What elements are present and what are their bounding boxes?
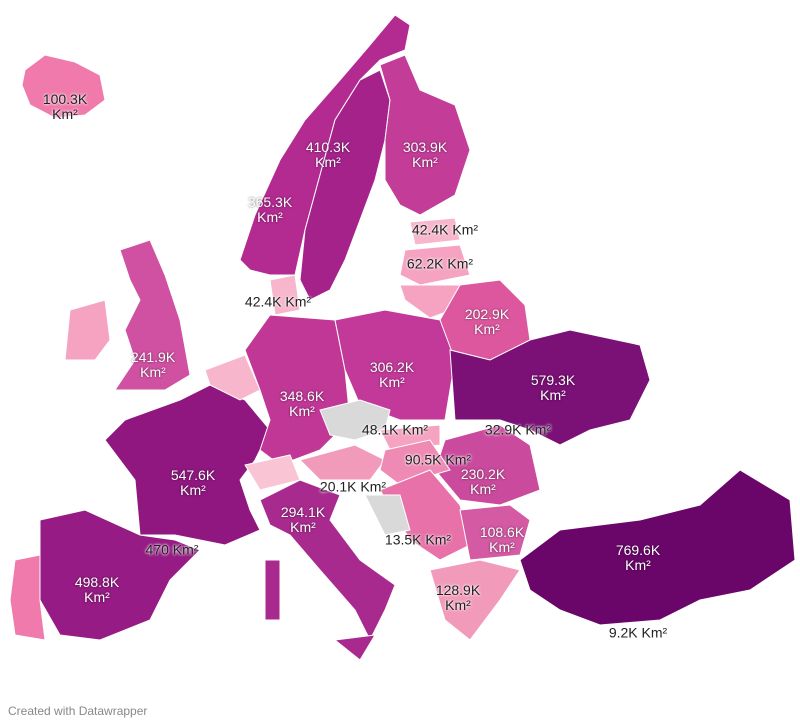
bulgaria [459,504,531,561]
area-label: 202.9K Km² [464,306,510,337]
austria [299,444,386,481]
area-label: 241.9K Km² [130,349,176,380]
area-label: 230.2K Km² [460,466,506,497]
area-label: 48.1K Km² [361,421,429,438]
area-label: 306.2K Km² [369,359,415,390]
area-label: 9.2K Km² [608,624,668,641]
denmark [269,274,301,316]
norway [239,14,411,276]
area-label: 348.6K Km² [279,388,325,419]
uk [114,239,191,391]
area-label: 303.9K Km² [402,139,448,170]
area-label: 20.1K Km² [319,478,387,495]
area-label: 579.3K Km² [530,372,576,403]
italy [259,479,396,642]
area-label: 42.4K Km² [411,221,479,238]
footer: Created with Datawrapper [8,704,148,718]
ireland [64,299,111,361]
map [9,14,796,661]
sicily [333,634,376,661]
turkey [519,469,796,626]
area-label: 108.6K Km² [479,524,525,555]
germany [244,314,351,466]
area-label: 90.5K Km² [404,451,472,468]
greece [429,559,521,641]
latvia [399,244,471,286]
finland [379,54,471,216]
area-label: 62.2K Km² [406,255,474,272]
area-label: 128.9K Km² [435,582,481,613]
portugal [9,554,46,641]
ukraine [449,329,651,446]
area-label: 470 Km² [145,541,199,558]
sardinia [264,559,281,621]
area-label: 42.4K Km² [244,293,312,310]
area-label: 13.5K Km² [384,531,452,548]
area-label: 498.8K Km² [74,574,120,605]
area-label: 547.6K Km² [170,467,216,498]
benelux [204,354,261,401]
area-label: 410.3K Km² [305,139,351,170]
romania [434,424,541,506]
poland [334,309,456,421]
area-label: 32.9K Km² [484,421,552,438]
iceland [21,54,106,119]
area-label: 294.1K Km² [280,504,326,535]
bosnia [364,494,411,536]
estonia [409,217,461,246]
area-label: 769.6K Km² [615,542,661,573]
area-label: 100.3K Km² [42,91,88,122]
area-label: 365.3K Km² [247,194,293,225]
